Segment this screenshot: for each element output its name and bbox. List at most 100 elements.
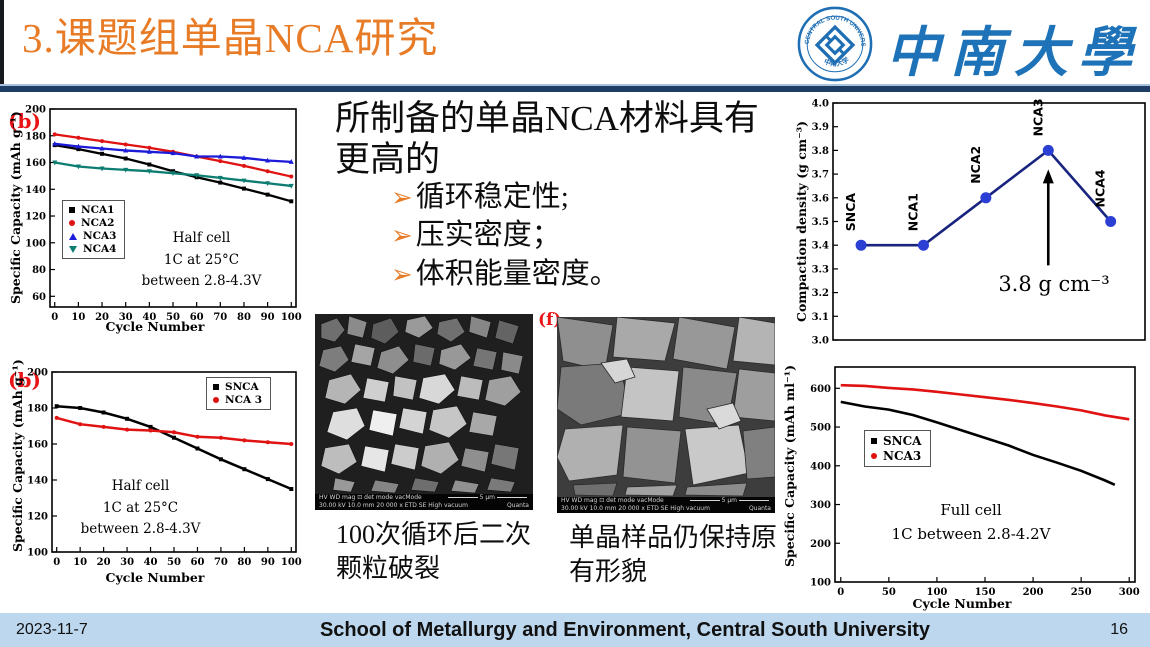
panel-label-f: (f)	[538, 310, 562, 330]
data-point	[855, 239, 867, 251]
data-point	[241, 155, 247, 160]
category-label: NCA4	[1093, 169, 1108, 207]
legend-marker-circle	[871, 453, 877, 459]
y-tick-label: 300	[810, 500, 831, 511]
data-point	[148, 428, 153, 433]
footer-affiliation: School of Metallurgy and Environment, Ce…	[319, 619, 931, 641]
bullet-label: 压实密度；	[415, 219, 561, 252]
caption-line: 100次循环后二次	[336, 520, 532, 549]
heading-line-2: 更高的	[335, 139, 441, 179]
data-point	[170, 171, 176, 177]
x-tick-label: 200	[1023, 587, 1044, 598]
condition-note: Half cell 1C at 25°C between 2.8-4.3V	[80, 478, 201, 538]
peak-value-annotation: 3.8 g cm⁻³	[998, 272, 1110, 296]
x-tick-label: 10	[71, 312, 85, 323]
page-title: 3.课题组单晶NCA研究	[22, 15, 439, 61]
data-point	[52, 132, 57, 137]
data-point	[101, 424, 106, 429]
legend-label: NCA2	[81, 217, 115, 229]
legend-marker-square	[69, 207, 75, 213]
data-point	[54, 415, 59, 420]
divider-dark-line	[0, 86, 1150, 92]
sem-info-bar: HV WD mag ⊡ det mode vacMode 5 μm 30.00 …	[557, 497, 775, 513]
sem-brand: Quanta	[506, 501, 529, 509]
legend-item: NCA2	[69, 217, 116, 229]
sem-info-row2: 30.00 kV 10.0 mm 20 000 x ETD SE High va…	[319, 501, 468, 509]
data-point	[123, 147, 129, 153]
legend-item: NCA3	[69, 230, 116, 242]
y-tick-label: 180	[27, 404, 48, 415]
y-tick-label: 120	[27, 512, 48, 523]
caption-line: 颗粒破裂	[336, 553, 441, 583]
legend-item: SNCA	[871, 434, 922, 448]
chart-half-cell-snca-nca3: (b) Specific Capacity (mAh g⁻¹) 0 10 20 30 4…	[6, 359, 304, 592]
footer-page-number: 16	[1110, 621, 1128, 638]
legend-label: NCA3	[883, 449, 922, 463]
y-tick-label: 3.8	[812, 146, 829, 157]
data-point	[78, 422, 83, 427]
half-cell-2-series-plot: 0 10 20 30 40 50 60 70 80 90 100 100 120 140 160 180 200	[27, 368, 302, 569]
chart-compaction-density: Compaction density (g cm⁻³) 3.0 3.1 3.2 3.3…	[788, 94, 1150, 348]
y-tick-label: 500	[810, 423, 831, 434]
y-tick-label: 3.5	[812, 217, 829, 228]
sem-image-single-crystal: HV WD mag ⊡ det mode vacMode 5 μm 30.00 …	[557, 317, 775, 513]
university-name-calligraphy: 中南大學	[886, 20, 1142, 84]
data-point	[194, 173, 200, 179]
legend-label: SNCA	[883, 434, 922, 448]
x-tick-label: 30	[120, 557, 134, 568]
condition-note: Full cell 1C between 2.8-4.2V	[891, 501, 1051, 543]
data-point	[78, 406, 83, 410]
y-tick-label: 3.3	[812, 264, 829, 275]
sem-info-row1: HV WD mag ⊡ det mode vacMode	[319, 493, 422, 501]
sem-info-row1: HV WD mag ⊡ det mode vacMode	[561, 496, 664, 504]
legend-marker-square	[213, 384, 219, 390]
data-point	[217, 175, 223, 181]
x-axis-label: Cycle Number	[912, 596, 1012, 611]
y-tick-label: 160	[27, 440, 48, 451]
x-tick-label: 0	[837, 587, 844, 598]
legend-marker-tri-down	[69, 245, 77, 253]
data-point	[146, 169, 152, 175]
data-point	[123, 142, 128, 147]
x-axis-label: Cycle Number	[105, 319, 205, 334]
legend-marker-tri-up	[69, 232, 77, 240]
y-tick-label: 3.7	[812, 170, 829, 181]
data-point	[100, 139, 105, 144]
legend: NCA1 NCA2 NCA3 NCA4	[62, 200, 126, 259]
x-tick-label: 20	[95, 312, 109, 323]
y-tick-label: 100	[25, 238, 46, 249]
data-point	[101, 410, 106, 415]
series-line-NCA3	[840, 383, 1130, 421]
legend-item: NCA 3	[213, 394, 262, 406]
data-point	[218, 180, 223, 185]
legend-label: NCA3	[83, 230, 117, 242]
legend-label: SNCA	[225, 381, 259, 393]
key-message-heading: 所制备的单晶NCA材料具有 更高的	[335, 99, 790, 181]
data-point	[195, 446, 200, 451]
y-tick-label: 160	[25, 158, 46, 169]
sem-image-cycled-secondary-particles: HV WD mag ⊡ det mode vacMode 5 μm 30.00 …	[315, 314, 533, 510]
annotation-arrow-head	[1042, 169, 1054, 184]
x-tick-label: 100	[281, 557, 302, 568]
data-point	[172, 430, 176, 435]
x-tick-label: 90	[261, 312, 275, 323]
y-tick-label: 4.0	[812, 99, 829, 110]
data-point	[288, 159, 294, 164]
y-tick-label: 200	[27, 368, 48, 379]
university-seal-icon: CENTRAL SOUTH UNIVERSITY 中南大学	[794, 0, 873, 82]
panel-label-b: (b)	[8, 109, 41, 133]
sem-info-bar: HV WD mag ⊡ det mode vacMode 5 μm 30.00 …	[315, 494, 533, 510]
data-point	[195, 434, 200, 439]
data-point	[99, 166, 105, 172]
data-point	[99, 145, 105, 151]
legend-marker-square	[871, 438, 877, 444]
legend-marker-circle	[213, 397, 219, 403]
data-point	[241, 186, 246, 191]
data-point	[148, 424, 153, 429]
data-point	[265, 169, 270, 174]
data-point	[52, 140, 58, 146]
y-tick-label: 3.6	[812, 193, 829, 204]
data-point	[147, 162, 152, 167]
chart-half-cell-nca1-4: (b) Specific Capacity (mAh g⁻¹) 0 10 20 30 4…	[6, 97, 304, 337]
